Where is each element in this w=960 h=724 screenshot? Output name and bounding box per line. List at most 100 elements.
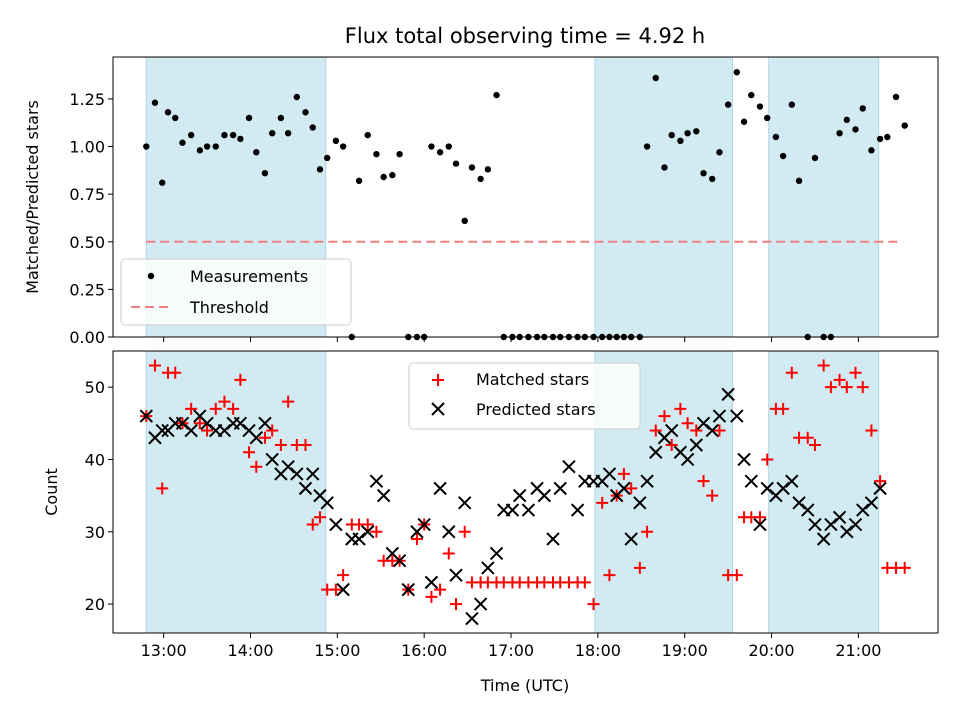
matched-star-point	[785, 366, 798, 379]
x-tick-label: 21:00	[835, 641, 881, 660]
matched-star-point	[596, 496, 609, 509]
measurement-point	[277, 114, 285, 122]
predicted-star-point	[753, 517, 767, 532]
matched-star-point	[833, 373, 846, 386]
predicted-star-point	[633, 496, 647, 510]
measurement-point	[724, 101, 732, 108]
predicted-star-point	[401, 582, 415, 597]
top-y-ticks: 0.00 0.25 0.50 0.75 1.00 1.25	[69, 90, 113, 347]
measurement-point	[445, 143, 452, 150]
measurement-point	[852, 126, 859, 133]
predicted-star-point	[521, 503, 536, 517]
x-axis-label: Time (UTC)	[480, 676, 569, 695]
matched-star-point	[840, 381, 853, 394]
predicted-star-point	[864, 496, 879, 510]
predicted-star-point	[424, 575, 439, 590]
measurement-point	[477, 175, 484, 183]
matched-star-point	[753, 511, 766, 524]
measurement-point	[237, 135, 244, 143]
predicted-star-point	[562, 459, 576, 474]
predicted-star-point	[233, 416, 248, 431]
matched-star-point	[185, 402, 198, 415]
predicted-star-point	[832, 510, 847, 525]
measurement-point	[332, 137, 340, 145]
measurement-point	[892, 93, 900, 101]
predicted-star-point	[624, 532, 638, 546]
predicted-star-point	[306, 467, 320, 481]
matched-star-point	[442, 547, 455, 560]
matched-star-point	[665, 439, 678, 451]
predicted-star-point	[689, 438, 703, 452]
legend-threshold-label: Threshold	[189, 298, 269, 317]
matched-star-point	[617, 467, 630, 480]
predicted-star-point	[465, 611, 479, 626]
measurement-point	[179, 139, 186, 146]
y-tick-label: 0.25	[69, 280, 105, 299]
measurement-point	[788, 101, 796, 108]
matched-star-point	[625, 482, 638, 495]
predicted-star-point	[744, 474, 758, 488]
x-tick-label: 18:00	[575, 641, 621, 660]
matched-star-point	[690, 424, 703, 437]
x-tick-label: 16:00	[401, 641, 447, 660]
predicted-star-point	[712, 409, 727, 423]
measurement-point	[795, 177, 803, 185]
measurements-points	[143, 69, 908, 341]
measurement-point	[253, 149, 260, 156]
predicted-star-point	[824, 517, 838, 532]
bottom-y-axis-label: Count	[42, 468, 61, 516]
measurement-point	[203, 143, 211, 150]
measurement-point	[461, 217, 468, 225]
measurement-point	[709, 175, 716, 183]
matched-star-point	[313, 511, 326, 524]
measurement-point	[143, 143, 150, 150]
measurement-point	[436, 149, 444, 156]
legend-measurements-marker	[147, 272, 155, 280]
matched-star-point	[874, 475, 887, 488]
measurement-point	[302, 109, 309, 116]
predicted-star-point	[155, 423, 169, 438]
measurement-point	[468, 164, 476, 171]
predicted-star-point	[369, 474, 384, 488]
matched-star-point	[658, 410, 671, 423]
measurement-point	[668, 131, 675, 139]
predicted-star-point	[808, 517, 822, 532]
measurement-point	[373, 150, 380, 158]
matched-star-point	[209, 402, 222, 415]
predicted-star-point	[417, 517, 431, 532]
predicted-star-point	[856, 503, 870, 517]
measurement-point	[772, 133, 780, 141]
matched-star-point	[801, 431, 814, 444]
predicted-star-point	[139, 409, 153, 423]
matched-star-point	[370, 525, 383, 538]
measurement-point	[221, 131, 228, 139]
x-tick-label: 17:00	[488, 641, 534, 660]
measurement-point	[700, 169, 707, 177]
measurement-point	[164, 109, 172, 116]
predicted-star-point	[433, 481, 447, 496]
y-tick-label: 40	[85, 450, 105, 469]
matched-star-point	[201, 424, 214, 437]
predicted-star-point	[265, 452, 279, 467]
matched-star-point	[425, 590, 438, 603]
measurement-point	[309, 124, 316, 131]
y-tick-label: 1.00	[69, 138, 105, 157]
bottom-y-ticks: 20 30 40 50	[85, 378, 113, 614]
matched-star-point	[761, 453, 774, 466]
measurement-point	[493, 91, 500, 99]
top-panel: 0.00 0.25 0.50 0.75 1.00 1.25 Matched/Predict…	[23, 56, 939, 347]
matched-star-point	[578, 576, 591, 589]
matched-star-point	[274, 439, 287, 451]
matched-star-point	[299, 439, 312, 451]
measurement-point	[389, 171, 396, 179]
predicted-star-point	[848, 517, 863, 532]
shaded-interval	[145, 350, 327, 634]
predicted-star-point	[570, 503, 585, 517]
predicted-star-point	[200, 416, 214, 431]
x-tick-label: 15:00	[314, 641, 360, 660]
predicted-star-point	[760, 481, 774, 496]
top-axes-frame	[112, 56, 939, 338]
matched-star-point	[824, 381, 837, 394]
measurement-point	[245, 114, 253, 122]
matched-star-point	[361, 518, 374, 531]
